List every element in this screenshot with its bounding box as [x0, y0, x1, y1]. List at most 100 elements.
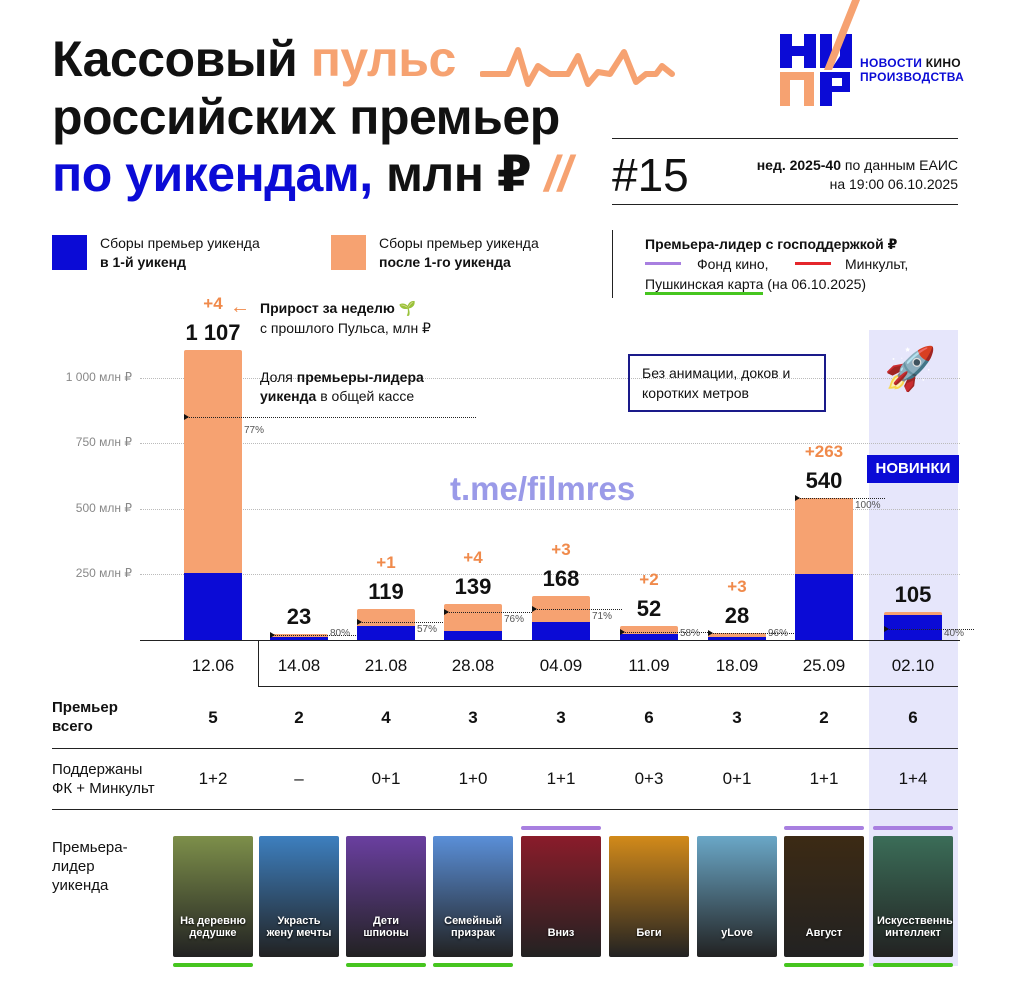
bar-total-label: 105 — [894, 582, 932, 608]
premieres-total-value: 3 — [556, 708, 566, 727]
legend-swatch-after — [331, 235, 366, 270]
leader-poster: Семейный призрак — [433, 836, 513, 957]
bar-segment-first — [184, 573, 242, 640]
header-divider-top — [612, 138, 958, 139]
logo-text: НОВОСТИ КИНО ПРОИЗВОДСТВА — [860, 56, 965, 84]
share-pct-label: 40% — [944, 628, 965, 639]
sprout-icon: 🌱 — [398, 300, 417, 316]
growth-arrow-icon: ← — [230, 296, 250, 318]
header-divider-bottom — [612, 204, 958, 205]
row-divider-2 — [52, 809, 958, 810]
share-marker-arrow-icon — [184, 413, 189, 420]
bar-increment-label: +2 — [639, 570, 659, 590]
x-tick-label: 21.08 — [364, 656, 408, 675]
supported-value: 1+4 — [898, 769, 928, 788]
leader-poster-title: Август — [805, 927, 843, 939]
bar-increment-label: +3 — [727, 576, 747, 596]
growth-note: Прирост за неделю 🌱 с прошлого Пульса, м… — [260, 300, 431, 336]
bar-segment-first — [620, 633, 678, 640]
pulse-icon — [480, 47, 675, 87]
leader-poster-title: Дети шпионы — [363, 915, 409, 939]
x-tick-label: 28.08 — [451, 656, 495, 675]
x-tick-label: 14.08 — [277, 656, 321, 675]
share-pct-label: 76% — [504, 614, 525, 626]
leader-poster-title: Беги — [636, 927, 662, 939]
premieres-total-value: 6 — [644, 708, 654, 727]
bar-segment-after — [184, 349, 242, 574]
scope-note-box: Без анимации, доков и коротких метров — [628, 354, 826, 412]
share-marker-line — [622, 632, 710, 634]
share-marker-line — [710, 632, 798, 634]
premieres-total-value: 6 — [908, 708, 918, 727]
legend-mk-line — [795, 262, 831, 265]
supported-value: 0+1 — [371, 769, 401, 788]
share-marker-arrow-icon — [270, 632, 275, 639]
bar-total-label: 168 — [542, 565, 580, 591]
leader-poster: Август — [784, 836, 864, 957]
title-line-1: Кассовый пульс — [52, 31, 457, 87]
share-pct-label: 71% — [592, 610, 613, 622]
support-line-bottom — [433, 963, 513, 967]
share-marker-arrow-icon — [444, 609, 449, 616]
support-line-bottom — [346, 963, 426, 967]
x-tick-label: 18.09 — [715, 656, 759, 675]
bar-increment-label: +4 — [203, 293, 223, 313]
issue-number: #15 — [612, 149, 689, 201]
leader-poster: Дети шпионы — [346, 836, 426, 957]
bar-segment-after — [708, 632, 766, 637]
new-badge: НОВИНКИ — [867, 455, 959, 483]
leader-poster-title: Семейный призрак — [444, 915, 502, 939]
bar-segment-after — [444, 603, 502, 632]
leader-poster-title: yLove — [721, 927, 753, 939]
leader-poster: Искусственный интеллект — [873, 836, 953, 957]
x-axis-line — [140, 640, 960, 641]
share-pct-label: 96% — [768, 628, 789, 639]
support-line-top — [873, 826, 953, 830]
premieres-total-value: 3 — [468, 708, 478, 727]
supported-value: 0+1 — [722, 769, 752, 788]
title-accent: пульс — [310, 31, 457, 87]
leader-poster: Вниз — [521, 836, 601, 957]
bar-segment-after — [795, 498, 853, 574]
legend-swatch-first — [52, 235, 87, 270]
x-tick-label: 11.09 — [628, 656, 670, 675]
premieres-total-value: 3 — [732, 708, 742, 727]
bar-total-label: 28 — [724, 602, 750, 628]
supported-value: – — [294, 769, 304, 788]
share-marker-line — [186, 416, 476, 418]
title-line-2: российских премьер — [52, 89, 560, 145]
y-gridline — [140, 377, 960, 379]
row-label-premieres: Премьер всего — [52, 699, 118, 735]
leader-poster: yLove — [697, 836, 777, 957]
share-marker-line — [886, 628, 974, 630]
bar-increment-label: +4 — [463, 547, 483, 567]
leader-poster-title: Украсть жену мечты — [266, 915, 332, 939]
dates-bottom-line — [258, 686, 958, 687]
bar-segment-after — [884, 612, 942, 616]
premieres-total-value: 2 — [819, 708, 829, 727]
premieres-total-value: 4 — [381, 708, 391, 727]
bar-segment-first — [444, 631, 502, 640]
share-marker-arrow-icon — [620, 629, 625, 636]
share-marker-arrow-icon — [357, 619, 362, 626]
support-line-bottom — [784, 963, 864, 967]
leader-poster: Беги — [609, 836, 689, 957]
title-line-3: по уикендам, млн ₽ // — [52, 146, 572, 202]
share-marker-arrow-icon — [532, 605, 537, 612]
bar-segment-after — [620, 626, 678, 634]
bar-total-label: 52 — [636, 596, 662, 622]
share-marker-line — [446, 612, 534, 614]
supported-value: 0+3 — [634, 769, 664, 788]
bar-increment-label: +263 — [804, 442, 844, 462]
watermark: t.me/filmres — [450, 470, 636, 507]
bar-total-label: 540 — [805, 468, 843, 494]
x-tick-label: 02.10 — [891, 656, 935, 675]
y-gridline — [140, 443, 960, 445]
share-marker-line — [359, 622, 447, 624]
share-pct-label: 58% — [680, 628, 701, 639]
share-marker-line — [797, 498, 885, 500]
supported-value: 1+1 — [809, 769, 839, 788]
bar-segment-first — [357, 626, 415, 640]
share-marker-arrow-icon — [708, 629, 713, 636]
x-tick-label: 25.09 — [802, 656, 846, 675]
